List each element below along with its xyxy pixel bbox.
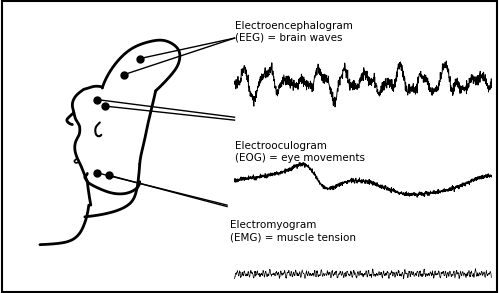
Text: Electromyogram
(EMG) = muscle tension: Electromyogram (EMG) = muscle tension: [230, 220, 356, 242]
Text: Electroencephalogram
(EEG) = brain waves: Electroencephalogram (EEG) = brain waves: [235, 21, 352, 43]
Text: Electrooculogram
(EOG) = eye movements: Electrooculogram (EOG) = eye movements: [235, 141, 365, 163]
